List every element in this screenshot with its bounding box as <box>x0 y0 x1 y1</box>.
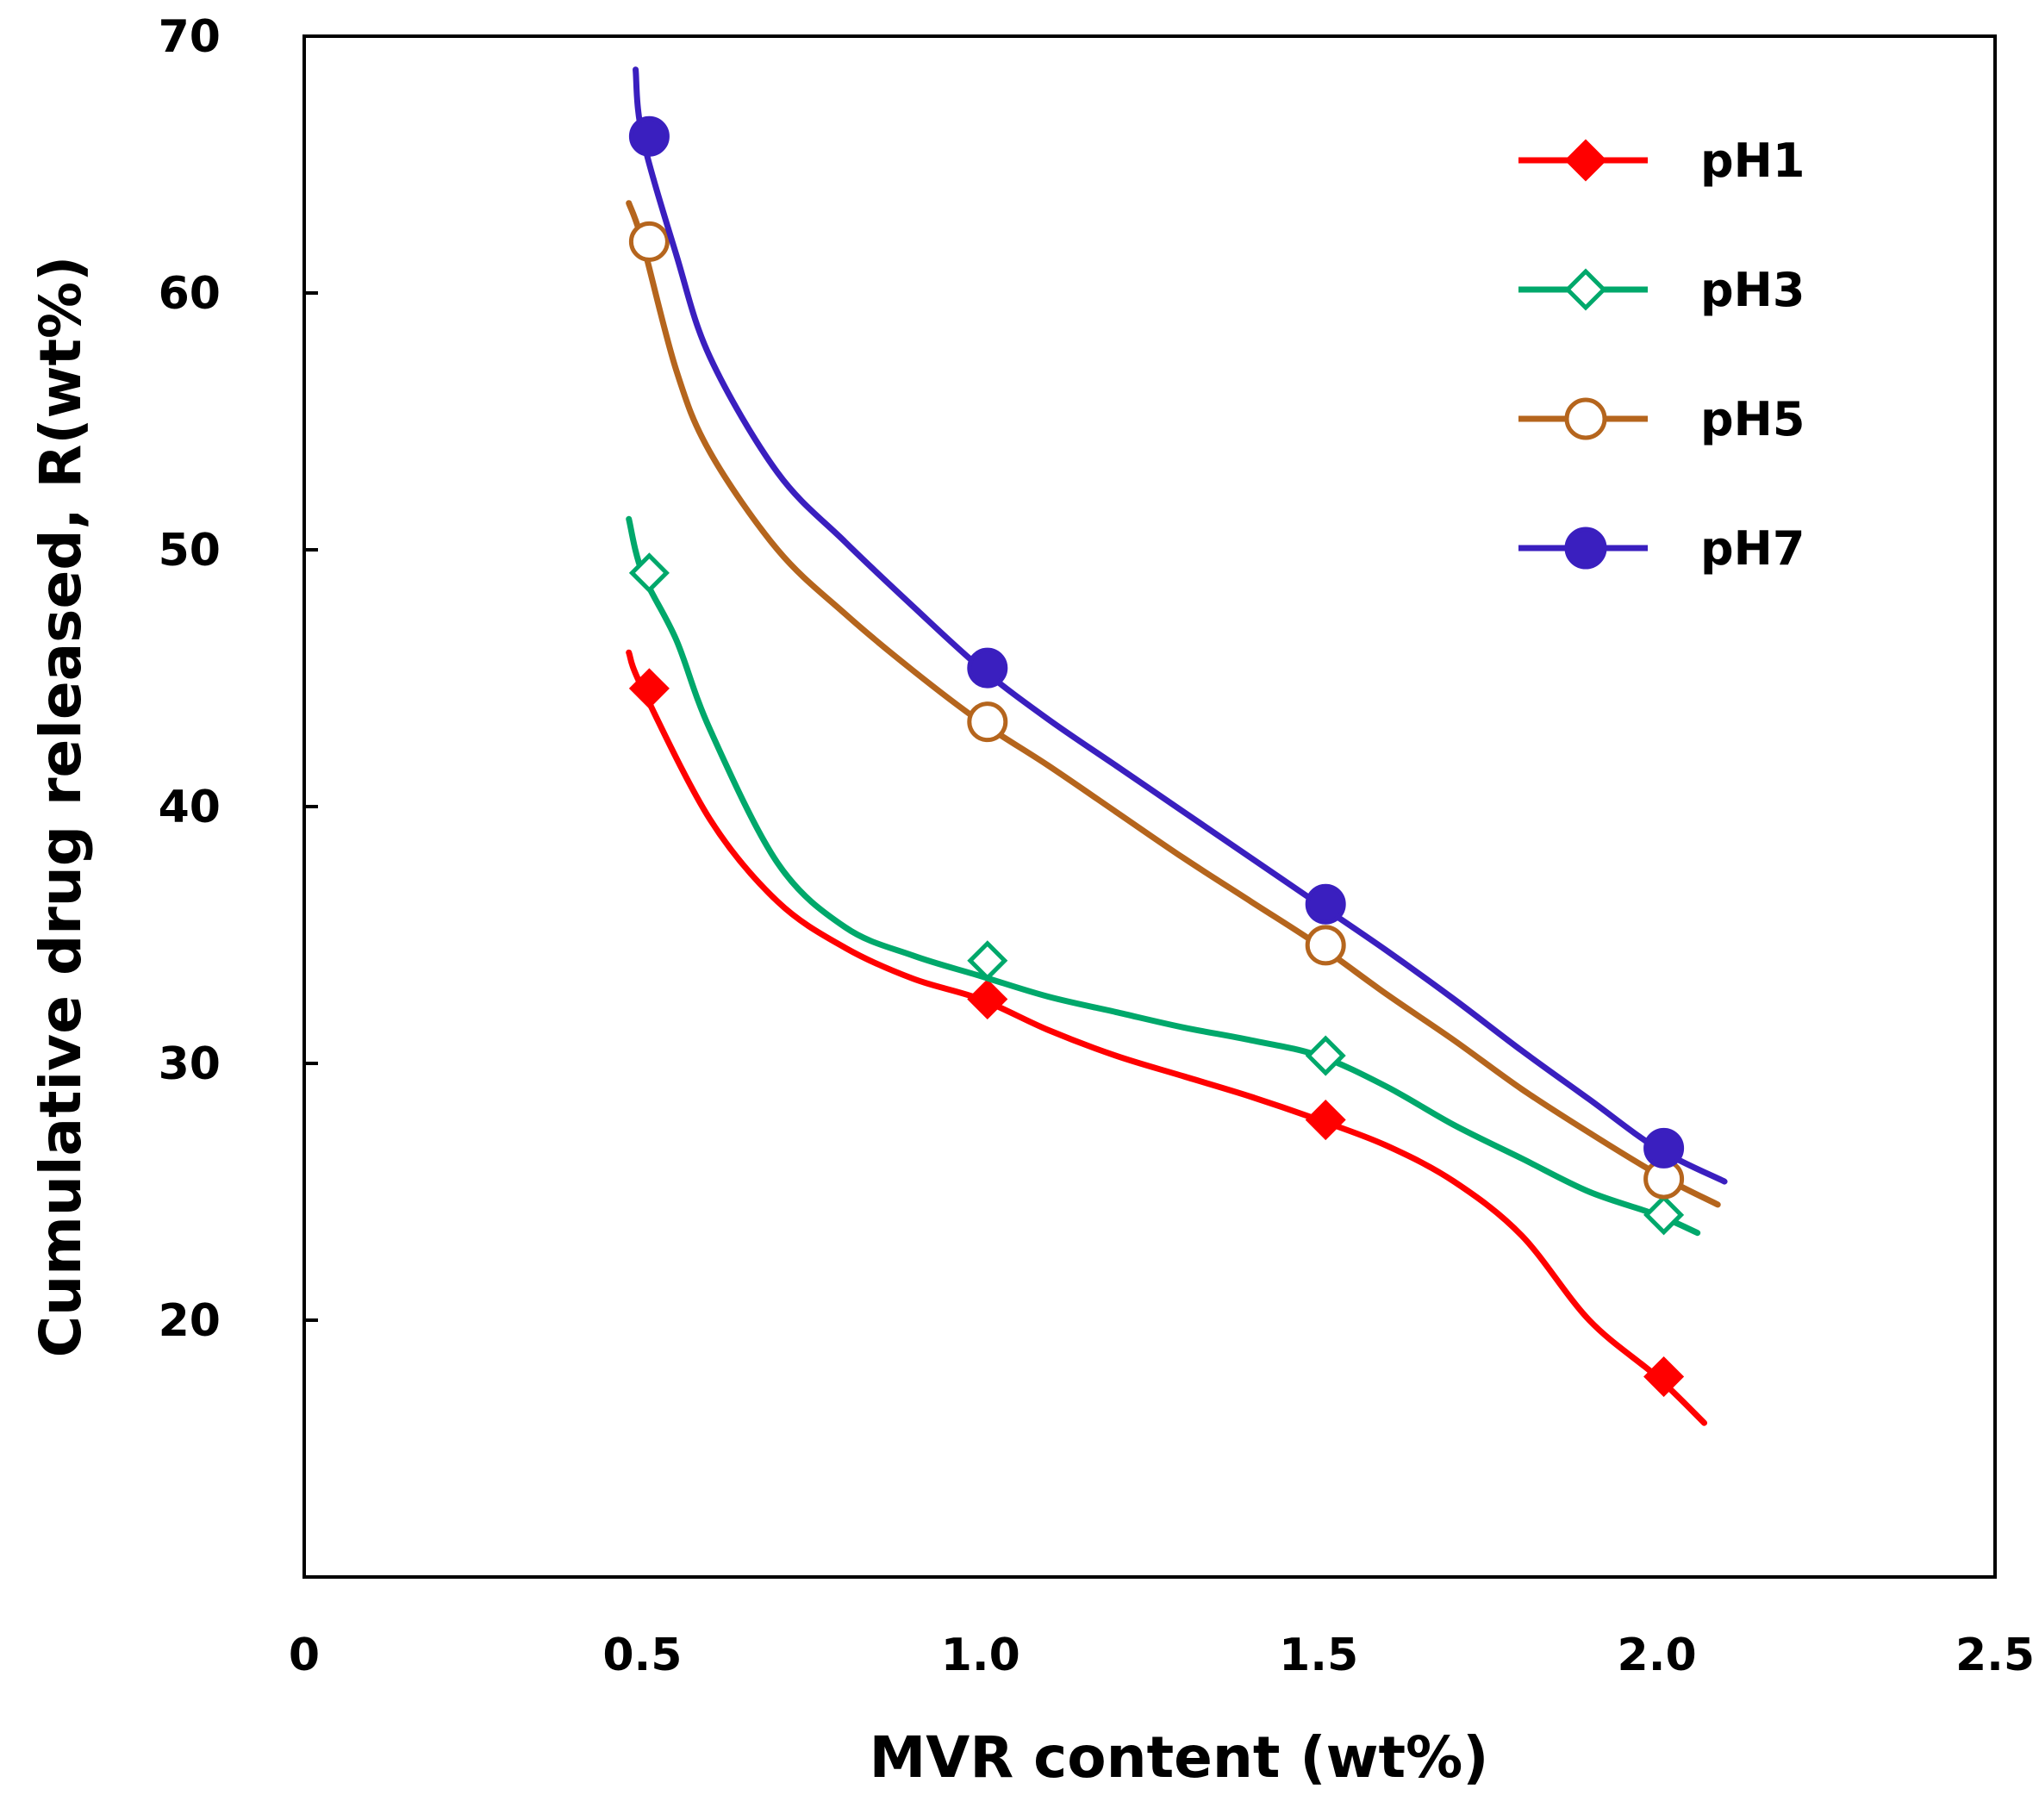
series-curve <box>626 200 1721 1208</box>
legend-marker <box>1564 527 1607 570</box>
series-curve <box>633 66 1728 1185</box>
x-tick-label: 2.0 <box>1618 1630 1697 1681</box>
data-point-ph3 <box>967 940 1008 982</box>
legend-label: pH7 <box>1700 521 1805 576</box>
series-curve <box>626 515 1701 1237</box>
y-axis-title: Cumulative drug released, R(wt%) <box>28 256 94 1358</box>
data-point-ph5 <box>628 221 670 262</box>
legend-item-ph5: pH5 <box>1518 392 1805 446</box>
series-ph7 <box>628 66 1728 1185</box>
x-tick-label: 1.5 <box>1279 1630 1358 1681</box>
legend-item-ph3: pH3 <box>1518 263 1805 317</box>
series-ph5 <box>626 200 1721 1208</box>
y-tick-label: 30 <box>159 1038 221 1090</box>
legend-label: pH1 <box>1700 134 1805 188</box>
y-tick-label: 60 <box>159 268 221 320</box>
y-tick-label: 20 <box>159 1295 221 1347</box>
legend-marker <box>1564 397 1607 440</box>
series-ph1 <box>626 649 1708 1426</box>
legend-item-ph1: pH1 <box>1518 134 1805 188</box>
y-tick-label: 50 <box>159 525 221 577</box>
y-tick-label: 40 <box>159 782 221 833</box>
data-point-ph3 <box>1643 1194 1685 1236</box>
series-curve <box>626 649 1708 1426</box>
legend-label: pH5 <box>1700 392 1805 446</box>
x-axis-title: MVR content (wt%) <box>870 1724 1489 1791</box>
data-point-ph1 <box>967 978 1008 1020</box>
data-point-ph5 <box>967 701 1008 743</box>
series-layer <box>626 66 1728 1426</box>
legend-marker <box>1564 139 1607 182</box>
legend-label: pH3 <box>1700 263 1805 317</box>
data-point-ph1 <box>1643 1356 1685 1398</box>
x-axis-ticks: 0 0.5 1.0 1.5 2.0 2.5 <box>289 1630 2035 1681</box>
x-tick-label: 1.0 <box>941 1630 1020 1681</box>
data-point-ph7 <box>1643 1127 1685 1169</box>
data-point-ph5 <box>1305 925 1346 966</box>
legend-marker <box>1564 268 1607 311</box>
series-ph3 <box>626 515 1701 1237</box>
data-point-ph7 <box>1305 883 1346 925</box>
x-tick-label: 0.5 <box>602 1630 682 1681</box>
legend: pH1 pH3 pH5 pH7 <box>1518 134 1805 576</box>
data-point-ph3 <box>1305 1035 1346 1076</box>
y-axis-ticks: 20 30 40 50 60 70 <box>159 11 318 1347</box>
data-point-ph3 <box>628 552 670 594</box>
legend-item-ph7: pH7 <box>1518 521 1805 576</box>
y-tick-label: 70 <box>159 11 221 63</box>
x-tick-label: 0 <box>289 1630 320 1681</box>
x-tick-label: 2.5 <box>1955 1630 2035 1681</box>
data-point-ph1 <box>628 668 670 709</box>
data-point-ph1 <box>1305 1100 1346 1141</box>
data-point-ph7 <box>628 115 670 157</box>
data-point-ph7 <box>967 647 1008 689</box>
